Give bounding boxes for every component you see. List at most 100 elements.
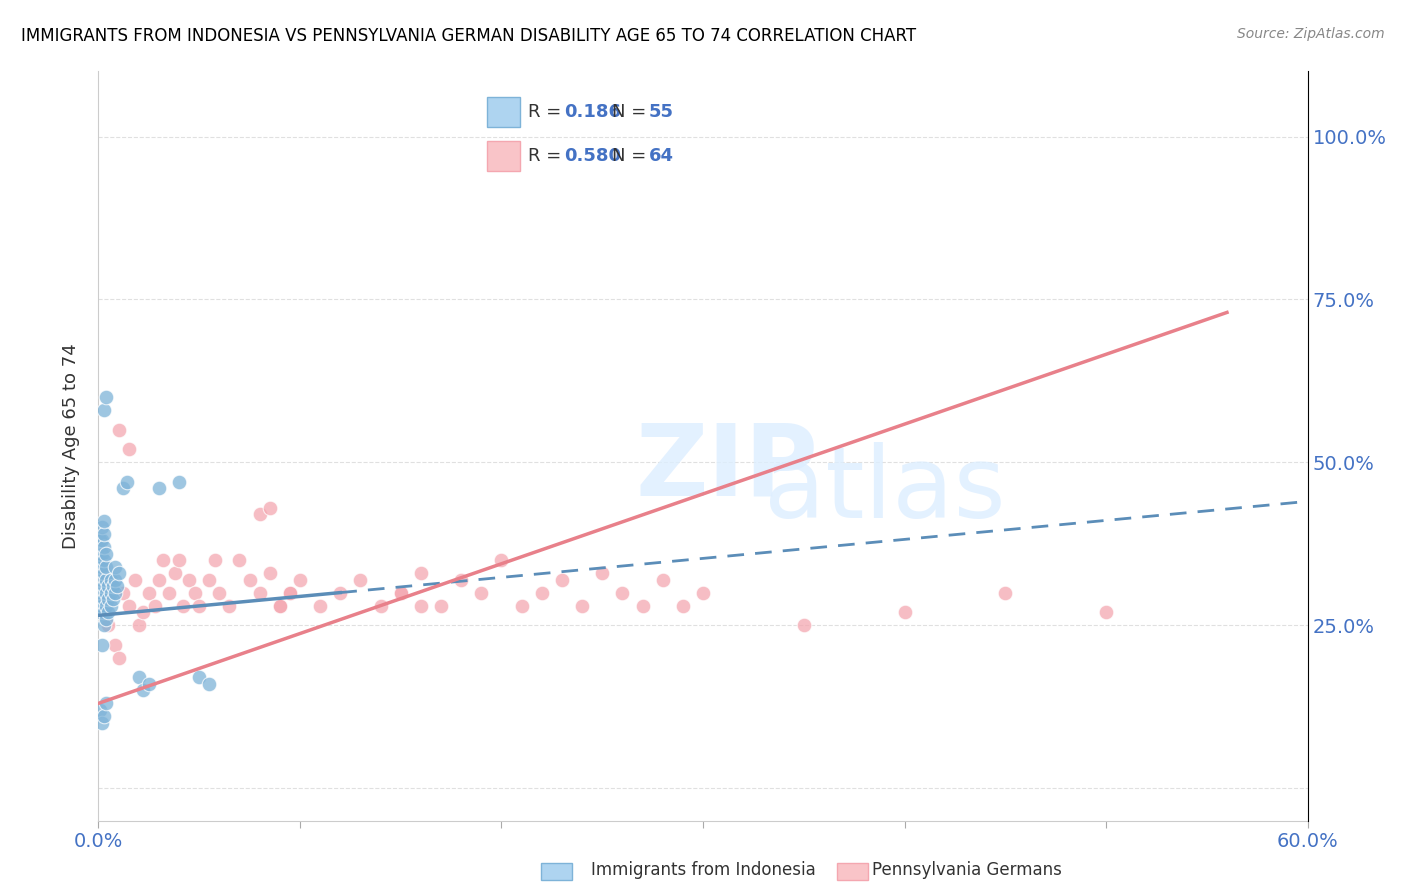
- Text: IMMIGRANTS FROM INDONESIA VS PENNSYLVANIA GERMAN DISABILITY AGE 65 TO 74 CORRELA: IMMIGRANTS FROM INDONESIA VS PENNSYLVANI…: [21, 27, 917, 45]
- Point: [309, 599, 332, 613]
- Point: [96, 573, 118, 587]
- Point: [163, 566, 186, 580]
- Text: Pennsylvania Germans: Pennsylvania Germans: [872, 861, 1062, 879]
- Point: [100, 573, 122, 587]
- Point: [107, 650, 129, 665]
- Text: Immigrants from Indonesia: Immigrants from Indonesia: [591, 861, 815, 879]
- Point: [631, 599, 654, 613]
- Point: [103, 573, 125, 587]
- Point: [128, 670, 150, 684]
- Point: [994, 585, 1017, 599]
- Point: [157, 585, 180, 599]
- Point: [249, 508, 271, 522]
- Point: [93, 540, 115, 554]
- Point: [409, 599, 432, 613]
- Point: [450, 573, 472, 587]
- Point: [167, 475, 190, 489]
- Point: [101, 592, 124, 607]
- Point: [89, 533, 111, 548]
- Y-axis label: Disability Age 65 to 74: Disability Age 65 to 74: [62, 343, 80, 549]
- Text: ZIP: ZIP: [636, 420, 818, 517]
- Point: [259, 500, 281, 515]
- Point: [389, 585, 412, 599]
- Point: [97, 592, 120, 607]
- Point: [530, 585, 553, 599]
- Point: [172, 599, 194, 613]
- Point: [278, 585, 301, 599]
- Point: [115, 475, 138, 489]
- Point: [470, 585, 492, 599]
- Point: [93, 403, 115, 417]
- Point: [101, 579, 124, 593]
- Point: [259, 566, 281, 580]
- Point: [91, 599, 114, 613]
- Point: [349, 573, 371, 587]
- Point: [430, 599, 453, 613]
- Point: [100, 599, 122, 613]
- Point: [389, 585, 412, 599]
- Point: [93, 605, 115, 619]
- Point: [118, 442, 141, 457]
- Point: [218, 599, 240, 613]
- Point: [93, 553, 115, 567]
- Point: [103, 638, 125, 652]
- Point: [91, 559, 114, 574]
- Point: [329, 585, 352, 599]
- Text: Source: ZipAtlas.com: Source: ZipAtlas.com: [1237, 27, 1385, 41]
- Point: [128, 618, 150, 632]
- Point: [93, 579, 115, 593]
- Point: [198, 677, 221, 691]
- Point: [288, 573, 311, 587]
- Point: [893, 605, 915, 619]
- Point: [111, 481, 134, 495]
- Point: [612, 585, 634, 599]
- Point: [793, 618, 815, 632]
- Point: [591, 566, 613, 580]
- Point: [188, 599, 211, 613]
- Point: [198, 573, 221, 587]
- Point: [111, 585, 134, 599]
- Point: [96, 599, 118, 613]
- Point: [152, 553, 174, 567]
- Point: [91, 715, 114, 730]
- Point: [239, 573, 262, 587]
- Point: [91, 599, 114, 613]
- Point: [510, 599, 533, 613]
- Point: [124, 573, 146, 587]
- Point: [93, 709, 115, 723]
- Point: [491, 553, 513, 567]
- Point: [132, 605, 155, 619]
- Point: [278, 585, 301, 599]
- Point: [96, 559, 118, 574]
- Point: [93, 527, 115, 541]
- Point: [184, 585, 207, 599]
- Point: [179, 573, 201, 587]
- Point: [370, 599, 392, 613]
- Point: [269, 599, 291, 613]
- Point: [96, 697, 118, 711]
- Point: [138, 677, 160, 691]
- Point: [228, 553, 250, 567]
- Point: [93, 566, 115, 580]
- Text: atlas: atlas: [763, 442, 1005, 540]
- Point: [167, 553, 190, 567]
- Point: [100, 585, 122, 599]
- Point: [143, 599, 166, 613]
- Point: [551, 573, 574, 587]
- Point: [93, 592, 115, 607]
- Point: [97, 618, 120, 632]
- Point: [91, 638, 114, 652]
- Point: [97, 579, 120, 593]
- Point: [651, 573, 673, 587]
- Point: [148, 573, 170, 587]
- Point: [571, 599, 593, 613]
- Point: [96, 390, 118, 404]
- Point: [188, 670, 211, 684]
- Point: [89, 605, 111, 619]
- Point: [672, 599, 695, 613]
- Point: [91, 547, 114, 561]
- Point: [97, 605, 120, 619]
- Point: [118, 599, 141, 613]
- Point: [1095, 605, 1118, 619]
- Point: [93, 618, 115, 632]
